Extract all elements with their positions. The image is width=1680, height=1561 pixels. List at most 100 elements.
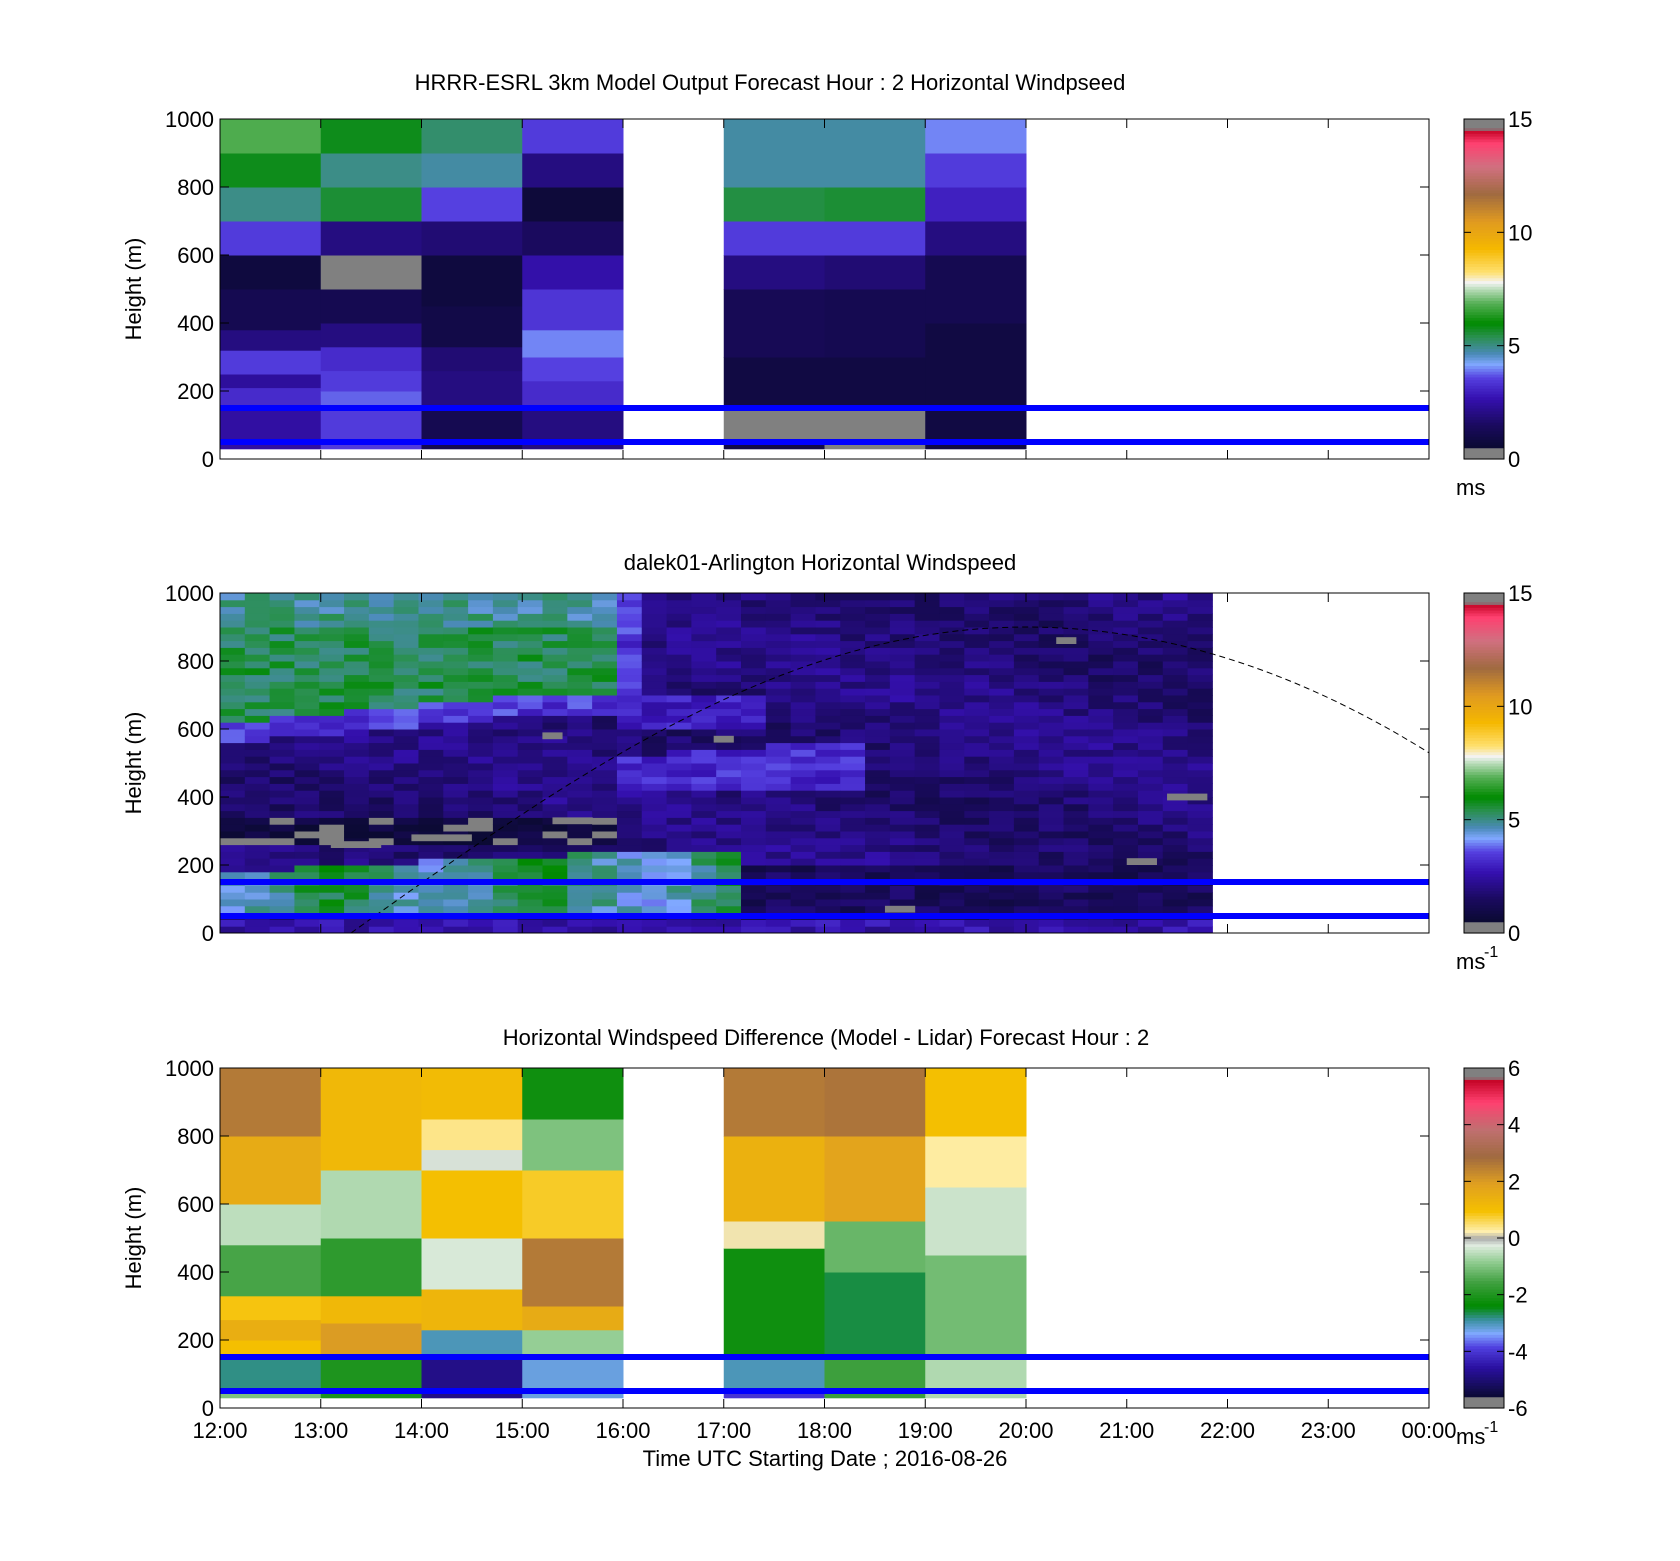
heatmap-cell — [443, 715, 469, 723]
heatmap-cell — [244, 735, 271, 744]
heatmap-cell — [765, 892, 792, 900]
heatmap-cell — [666, 797, 692, 805]
heatmap-cell — [294, 769, 320, 778]
heatmap-cell — [865, 620, 891, 628]
heatmap-cell — [865, 661, 891, 669]
heatmap-cell — [666, 851, 692, 859]
heatmap-cell — [616, 599, 643, 608]
heatmap-cell — [592, 633, 618, 642]
heatmap-cell — [989, 844, 1015, 852]
heatmap-cell — [1013, 715, 1040, 723]
heatmap-cell — [468, 674, 494, 682]
colorbar-segment — [1464, 1340, 1504, 1344]
heatmap-cell — [1137, 674, 1164, 682]
heatmap-cell — [723, 408, 825, 440]
colorbar-segment — [1464, 1198, 1504, 1202]
heatmap-cell — [1113, 797, 1139, 805]
heatmap-cell — [567, 633, 593, 642]
heatmap-cell — [492, 688, 519, 696]
heatmap-cell — [1088, 661, 1114, 669]
heatmap-cell — [1038, 871, 1065, 880]
colorbar-segment — [1464, 419, 1504, 423]
heatmap-cell — [418, 729, 444, 737]
heatmap-cell — [244, 865, 271, 873]
heatmap-cell — [517, 593, 544, 601]
heatmap-cell — [939, 640, 965, 648]
heatmap-cell — [522, 380, 624, 409]
heatmap-cell — [865, 831, 891, 839]
colorbar-segment — [1464, 294, 1504, 299]
heatmap-cell — [567, 667, 593, 676]
heatmap-cell — [765, 844, 792, 852]
heatmap-cell — [741, 756, 767, 764]
heatmap-cell — [691, 613, 717, 621]
heatmap-cell — [939, 722, 965, 730]
heatmap-cell — [840, 722, 866, 730]
colorbar-segment — [1464, 1093, 1504, 1097]
heatmap-cell — [824, 1221, 926, 1273]
heatmap-cell — [517, 803, 544, 812]
heatmap-cell — [393, 851, 419, 859]
heatmap-cell — [889, 844, 916, 852]
heatmap-cell — [1137, 708, 1164, 716]
heatmap-cell — [294, 763, 320, 771]
heatmap-cell — [1187, 858, 1213, 866]
colorbar-segment — [1464, 119, 1504, 123]
heatmap-cell — [244, 858, 271, 866]
heatmap-cell — [393, 844, 419, 852]
heatmap-cell — [840, 647, 866, 655]
heatmap-cell — [641, 810, 668, 818]
heatmap-cell — [1088, 817, 1114, 825]
heatmap-cell — [319, 620, 345, 628]
heatmap-cell — [1113, 599, 1139, 608]
heatmap-cell — [741, 905, 767, 914]
colorbar-segment — [1464, 904, 1504, 909]
heatmap-cell — [666, 613, 692, 621]
colorbar-segment — [1464, 876, 1504, 880]
heatmap-cell — [220, 695, 246, 703]
colorbar-segment — [1464, 354, 1504, 358]
heatmap-cell — [468, 851, 494, 859]
heatmap-cell — [468, 606, 494, 614]
heatmap-cell — [294, 620, 320, 628]
heatmap-cell — [815, 892, 841, 900]
heatmap-cell — [244, 905, 271, 914]
x-tick-label: 21:00 — [1099, 1418, 1154, 1443]
heatmap-cell — [393, 701, 419, 710]
heatmap-cell — [1088, 593, 1114, 601]
heatmap-cell — [1113, 620, 1139, 628]
heatmap-cell — [443, 756, 469, 764]
heatmap-cell — [421, 255, 523, 307]
colorbar-segment — [1464, 828, 1504, 832]
heatmap-cell — [691, 647, 717, 655]
heatmap-cell — [741, 674, 767, 682]
heatmap-cell — [1137, 871, 1164, 880]
heatmap-cell — [691, 627, 717, 635]
heatmap-cell — [418, 865, 444, 873]
heatmap-cell — [815, 661, 841, 669]
heatmap-cell — [542, 633, 568, 642]
heatmap-cell — [1162, 654, 1189, 662]
heatmap-cell — [393, 688, 419, 696]
heatmap-cell — [1063, 892, 1089, 900]
heatmap-cell — [765, 647, 792, 655]
heatmap-cell — [269, 871, 295, 880]
heatmap-cell — [567, 613, 593, 621]
heatmap-cell — [592, 599, 618, 608]
heatmap-cell — [1088, 722, 1114, 730]
heatmap-cell — [765, 919, 792, 927]
heatmap-cell — [666, 790, 692, 798]
colorbar-segment — [1464, 198, 1504, 202]
heatmap-cell — [1063, 627, 1089, 635]
y-tick-label: 1000 — [165, 581, 214, 606]
x-tick-label: 00:00 — [1401, 1418, 1456, 1443]
heatmap-cell — [815, 667, 841, 676]
heatmap-cell — [443, 613, 469, 621]
heatmap-cell — [269, 606, 295, 614]
heatmap-cell — [865, 824, 891, 832]
heatmap-cell — [666, 749, 692, 757]
heatmap-cell — [542, 844, 568, 852]
heatmap-cell — [320, 255, 422, 290]
heatmap-cell — [716, 783, 742, 791]
heatmap-cell — [542, 667, 568, 676]
